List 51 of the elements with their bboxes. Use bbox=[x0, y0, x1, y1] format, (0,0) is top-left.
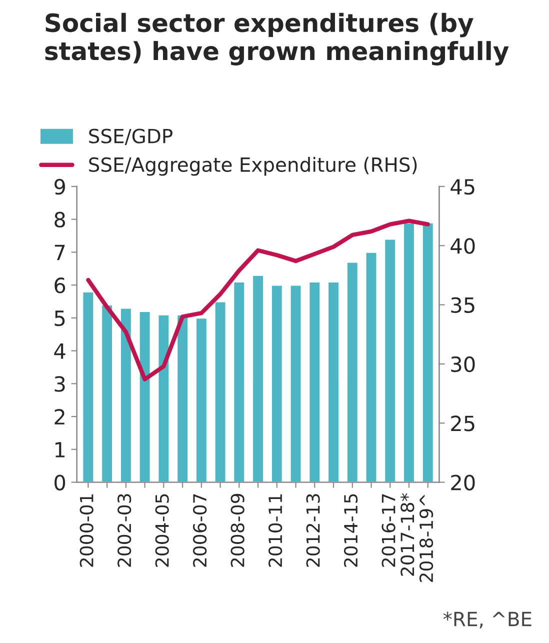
bar bbox=[157, 314, 170, 482]
y-tick-label: 1 bbox=[55, 442, 65, 458]
x-tick-label: 2017-18* bbox=[400, 493, 414, 576]
bar bbox=[176, 314, 189, 482]
bar bbox=[252, 274, 264, 482]
x-tick-label: 2016-17 bbox=[382, 494, 396, 567]
legend-label: SSE/Aggregate Expenditure (RHS) bbox=[89, 156, 417, 176]
bar bbox=[289, 284, 302, 482]
bar bbox=[308, 281, 321, 482]
x-tick-label: 2018-19^ bbox=[419, 494, 434, 582]
bar bbox=[384, 238, 396, 482]
x-tick-label: 2002-03 bbox=[118, 494, 132, 567]
bar bbox=[82, 290, 95, 482]
bar bbox=[232, 281, 246, 482]
y-tick-label: 5 bbox=[54, 310, 65, 326]
bar bbox=[364, 252, 378, 482]
bar bbox=[422, 222, 434, 482]
y2-tick-label: 25 bbox=[451, 416, 474, 432]
y-tick-label: 0 bbox=[54, 474, 66, 490]
y-tick-label: 7 bbox=[54, 244, 65, 260]
bar bbox=[120, 307, 132, 482]
y-tick-label: 2 bbox=[54, 408, 64, 424]
text: *RE, ^BE bbox=[443, 612, 532, 628]
y2-tick-label: 30 bbox=[451, 356, 475, 372]
bar bbox=[270, 284, 284, 482]
x-tick-label: 2010-11 bbox=[268, 494, 282, 567]
x-tick-label: 2012-13 bbox=[306, 494, 320, 567]
bar bbox=[100, 304, 114, 482]
x-tick-label: 2014-15 bbox=[344, 494, 358, 567]
y2-tick-label: 20 bbox=[451, 474, 475, 490]
y-tick-label: 8 bbox=[54, 212, 66, 228]
legend-label: SSE/GDP bbox=[89, 128, 172, 145]
x-tick-label: 2008-09 bbox=[230, 494, 244, 567]
y2-tick-label: 35 bbox=[451, 297, 474, 313]
bar bbox=[214, 300, 227, 482]
bar bbox=[346, 261, 359, 482]
x-tick-label: 2006-07 bbox=[192, 494, 207, 567]
line-series bbox=[86, 218, 430, 382]
chart-title: Social sector expenditures (by states) have grown meaningfully bbox=[45, 12, 509, 66]
bar bbox=[327, 281, 340, 482]
y-tick-label: 6 bbox=[54, 278, 66, 294]
bar bbox=[402, 222, 416, 482]
bar bbox=[195, 317, 208, 482]
bar bbox=[138, 310, 152, 482]
x-tick-label: 2004-05 bbox=[155, 494, 169, 567]
y2-tick-label: 45 bbox=[450, 179, 474, 195]
y-tick-label: 9 bbox=[54, 178, 65, 195]
y-tick-label: 3 bbox=[54, 376, 65, 392]
y2-tick-label: 40 bbox=[450, 238, 475, 254]
x-tick-label: 2000-01 bbox=[80, 494, 94, 567]
y-tick-label: 4 bbox=[54, 344, 66, 359]
